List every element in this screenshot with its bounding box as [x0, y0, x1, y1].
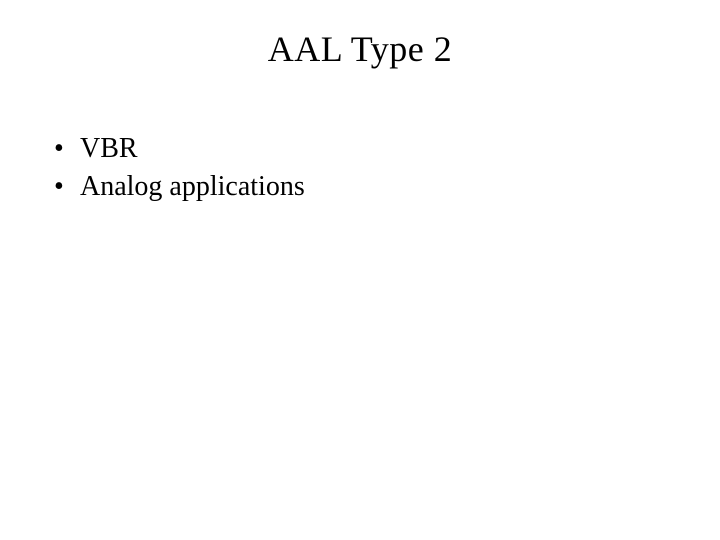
- list-item: • VBR: [54, 130, 305, 168]
- bullet-icon: •: [54, 168, 80, 206]
- list-item: • Analog applications: [54, 168, 305, 206]
- bullet-icon: •: [54, 130, 80, 168]
- list-item-text: VBR: [80, 130, 138, 168]
- slide: AAL Type 2 • VBR • Analog applications: [0, 0, 720, 540]
- list-item-text: Analog applications: [80, 168, 305, 206]
- slide-title: AAL Type 2: [0, 28, 720, 70]
- slide-body: • VBR • Analog applications: [54, 130, 305, 206]
